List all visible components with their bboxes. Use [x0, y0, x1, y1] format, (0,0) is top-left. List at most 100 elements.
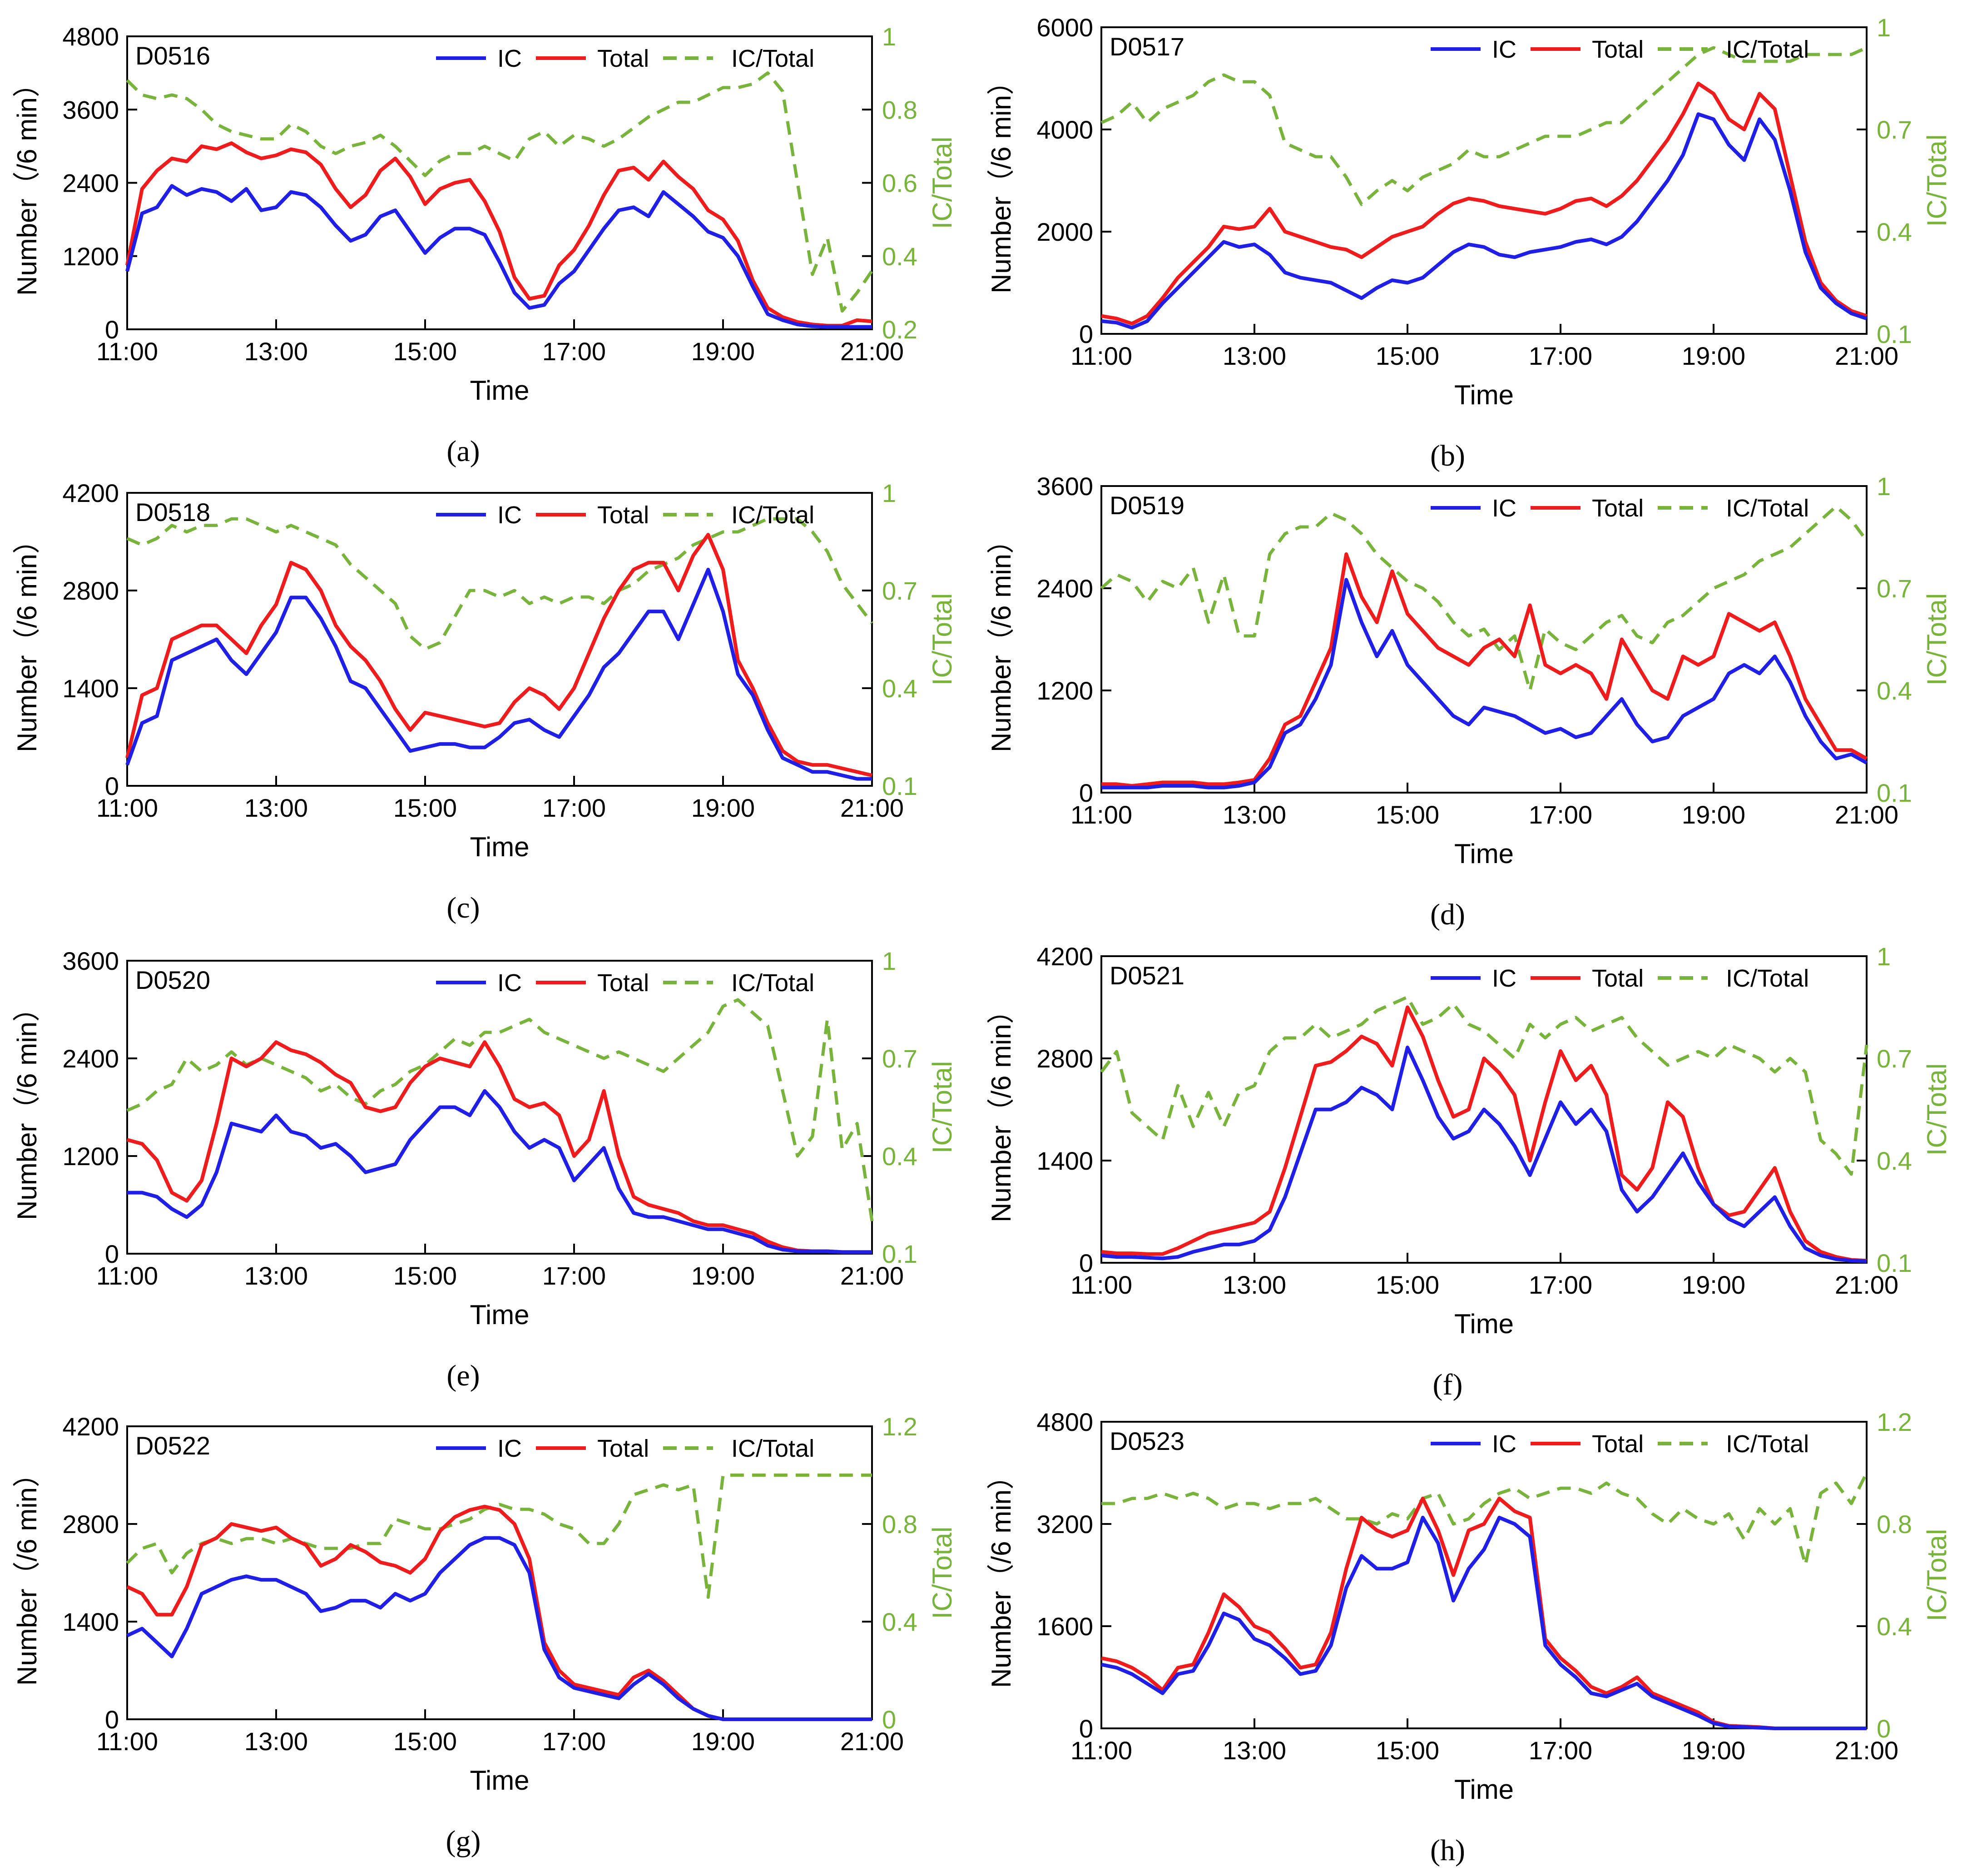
- y-tick-label: 0: [1079, 1714, 1093, 1743]
- x-tick-label: 15:00: [1376, 800, 1439, 829]
- series-line-ic-total: [1100, 995, 1868, 1176]
- y-tick-label: 0: [1079, 779, 1093, 807]
- legend-label: IC: [497, 501, 522, 529]
- y2-tick-label: 0.8: [1877, 1510, 1912, 1539]
- y2-tick-label: 0.4: [882, 242, 917, 271]
- chart-panel-D0520: 0 1200 2400 3600 0.1 0.4 0.7 1 11:00 13:00 15:00 17…: [12, 947, 957, 1392]
- x-tick-label: 19:00: [1682, 1736, 1745, 1765]
- y-tick-label: 3600: [62, 95, 119, 124]
- y2-tick-label: 0.7: [882, 576, 917, 605]
- x-axis-label: Time: [470, 1765, 529, 1796]
- y2-tick-label: 1: [1877, 472, 1891, 501]
- x-tick-label: 13:00: [244, 794, 308, 822]
- series-line-ic-total: [1100, 505, 1868, 692]
- x-axis-label: Time: [470, 375, 529, 406]
- panel-caption: (a): [446, 435, 480, 468]
- legend-label: IC/Total: [1726, 965, 1809, 992]
- y2-tick-label: 0.4: [882, 1608, 917, 1636]
- legend-label: IC: [497, 1435, 522, 1462]
- x-tick-label: 15:00: [1376, 1736, 1439, 1765]
- panel-caption: (h): [1430, 1834, 1465, 1867]
- x-tick-label: 17:00: [1529, 342, 1592, 370]
- chart-panel-D0519: 0 1200 2400 3600 0.1 0.4 0.7 1 11:00 13:00 15:00 17…: [986, 472, 1952, 931]
- x-tick-label: 11:00: [1070, 1271, 1132, 1299]
- x-axis-label: Time: [1454, 839, 1514, 869]
- chart-title: D0517: [1110, 32, 1184, 61]
- y-tick-label: 3200: [1036, 1510, 1093, 1539]
- y2-tick-label: 0.1: [1877, 779, 1912, 807]
- plot-frame: [1100, 1421, 1868, 1729]
- series-line-total: [125, 141, 872, 328]
- series-line-ic: [126, 1536, 872, 1721]
- series-line-ic: [125, 184, 872, 329]
- x-axis-label: Time: [470, 1300, 529, 1330]
- legend-label: Total: [1592, 36, 1644, 63]
- series-line-ic: [1101, 578, 1868, 789]
- series-line-total: [1101, 1005, 1867, 1263]
- y-tick-label: 2800: [1036, 1044, 1093, 1073]
- y-tick-label: 6000: [1036, 13, 1093, 42]
- y2-tick-label: 0.4: [1877, 218, 1912, 246]
- y2-tick-label: 0.1: [882, 1240, 917, 1268]
- legend-label: Total: [597, 1435, 649, 1462]
- chart-panel-D0522: 0 1400 2800 4200 0 0.4 0.8 1.2 11:00 13:00 15:00 17…: [12, 1412, 957, 1858]
- y-tick-label: 0: [105, 1705, 119, 1734]
- y-tick-label: 0: [105, 1240, 119, 1268]
- panel-caption: (e): [446, 1359, 480, 1392]
- y2-tick-label: 1: [1877, 13, 1891, 42]
- chart-panel-D0518: 0 1400 2800 4200 0.1 0.4 0.7 1 11:00 13:00 15:00 17…: [12, 479, 957, 924]
- chart-title: D0522: [135, 1431, 210, 1460]
- y2-tick-label: 0.1: [882, 772, 917, 800]
- y2-tick-label: 0.4: [882, 674, 917, 703]
- chart-title: D0520: [135, 966, 210, 994]
- x-tick-label: 19:00: [691, 1727, 755, 1756]
- x-tick-label: 15:00: [393, 794, 457, 822]
- chart-panel-D0516: 0 1200 2400 3600 4800 0.2 0.4 0.6 0.8 1 11:00 13:00…: [12, 22, 957, 468]
- legend-label: IC: [1492, 965, 1516, 992]
- y2-tick-label: 0.1: [1877, 320, 1912, 348]
- legend: IC Total IC/Total: [436, 1435, 814, 1462]
- y-tick-label: 1200: [1036, 676, 1093, 705]
- y-tick-label: 2800: [62, 1510, 119, 1539]
- x-tick-label: 21:00: [840, 794, 904, 822]
- y2-tick-label: 1: [882, 479, 896, 507]
- y2-tick-label: 0.2: [882, 315, 917, 344]
- series-line-total: [125, 533, 872, 777]
- x-axis-label: Time: [470, 832, 529, 862]
- series-line-total: [1101, 81, 1868, 326]
- legend-label: IC: [1492, 36, 1516, 63]
- x-tick-label: 19:00: [691, 794, 755, 822]
- y2-tick-label: 0.4: [1877, 1146, 1912, 1175]
- y-tick-label: 3600: [62, 947, 119, 975]
- x-tick-label: 21:00: [1835, 342, 1898, 370]
- x-tick-label: 19:00: [691, 1261, 755, 1290]
- panel-caption: (g): [446, 1825, 481, 1858]
- y-axis-label: Number（/6 min）: [986, 997, 1016, 1222]
- plot-frame: [1100, 485, 1868, 794]
- y-axis-label: Number（/6 min）: [12, 526, 42, 752]
- y-tick-label: 0: [105, 315, 119, 344]
- x-tick-label: 13:00: [244, 1727, 308, 1756]
- x-tick-label: 11:00: [96, 337, 158, 366]
- chart-title: D0519: [1110, 491, 1184, 520]
- chart-title: D0521: [1110, 961, 1184, 990]
- x-tick-label: 13:00: [1223, 800, 1286, 829]
- y2-tick-label: 0.6: [882, 169, 917, 198]
- y2-tick-label: 0.8: [882, 95, 917, 124]
- y2-axis-label: IC/Total: [1922, 1529, 1952, 1621]
- x-tick-label: 21:00: [1835, 1271, 1898, 1299]
- legend-label: IC/Total: [731, 1435, 814, 1462]
- series-line-ic: [1101, 112, 1868, 330]
- series-line-total: [126, 1040, 872, 1254]
- x-tick-label: 13:00: [244, 337, 308, 366]
- chart-title: D0518: [135, 498, 210, 526]
- legend-label: IC/Total: [1726, 36, 1809, 63]
- y2-tick-label: 0.4: [1877, 1612, 1912, 1641]
- x-tick-label: 17:00: [542, 337, 606, 366]
- y-axis-label: Number（/6 min）: [12, 70, 42, 296]
- legend: IC Total IC/Total: [436, 969, 814, 997]
- legend-label: IC: [1492, 1430, 1516, 1458]
- chart-title: D0516: [135, 41, 210, 70]
- x-tick-label: 21:00: [840, 1727, 904, 1756]
